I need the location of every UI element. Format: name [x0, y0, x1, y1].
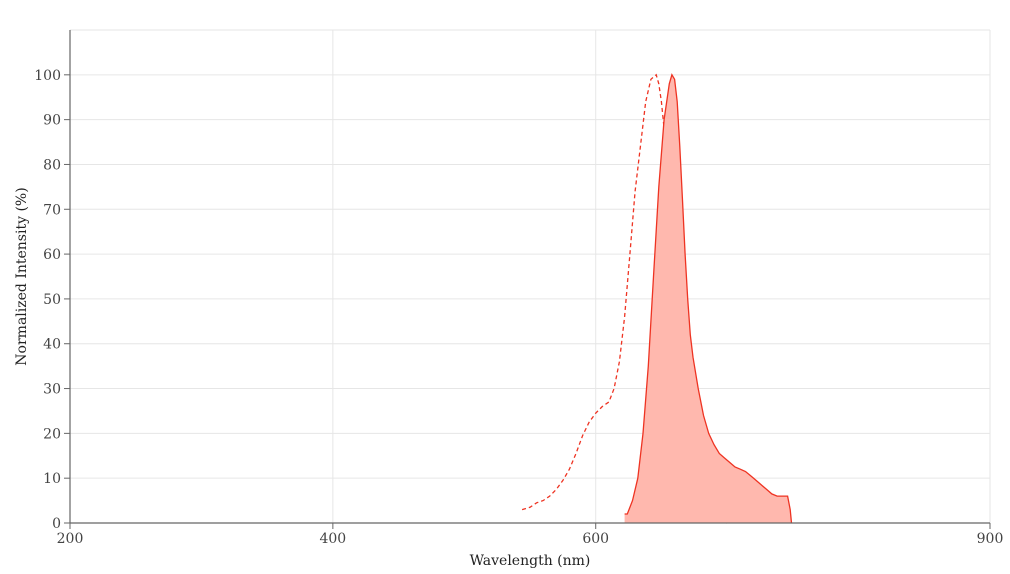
emission-area [624, 74, 792, 524]
x-axis-title: Wavelength (nm) [470, 553, 591, 569]
y-tick-label: 90 [43, 113, 61, 129]
y-tick-label: 60 [43, 247, 61, 263]
y-tick-label: 70 [43, 202, 61, 218]
y-tick-label: 0 [52, 516, 61, 532]
tick-labels: 0 10 20 30 40 50 60 70 80 90 100 200 400 600 900 [34, 68, 1003, 547]
y-tick-label: 10 [43, 471, 61, 487]
y-tick-label: 80 [43, 157, 61, 173]
y-tick-label: 20 [43, 426, 61, 442]
y-axis-title: Normalized Intensity (%) [14, 187, 30, 365]
y-tick-label: 50 [43, 292, 61, 308]
x-tick-label: 900 [977, 531, 1004, 547]
x-tick-label: 200 [57, 531, 84, 547]
grid [70, 29, 991, 523]
emission-line [624, 73, 793, 524]
y-tick-label: 40 [43, 337, 61, 353]
x-tick-label: 400 [319, 531, 346, 547]
y-tick-label: 30 [43, 382, 61, 398]
axes [64, 30, 991, 529]
y-tick-label: 100 [34, 68, 61, 84]
series-layer [521, 73, 793, 524]
x-tick-label: 600 [582, 531, 609, 547]
